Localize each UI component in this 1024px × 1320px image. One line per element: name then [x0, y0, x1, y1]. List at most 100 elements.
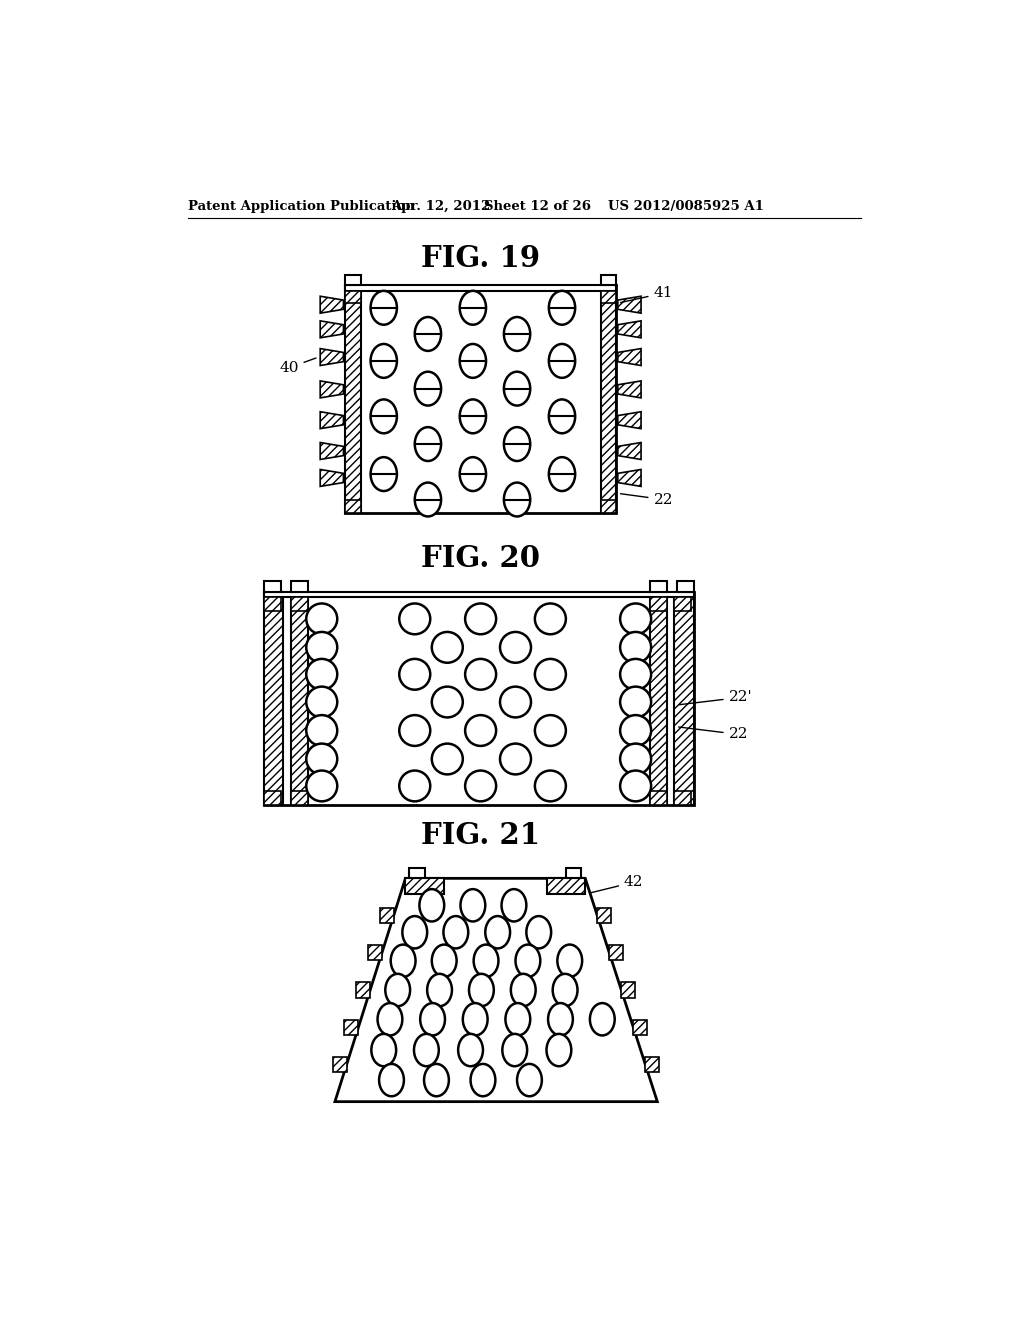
Text: 22: 22	[679, 727, 749, 742]
Ellipse shape	[547, 1034, 571, 1067]
Ellipse shape	[549, 400, 575, 433]
Circle shape	[399, 659, 430, 689]
Ellipse shape	[504, 428, 530, 461]
Ellipse shape	[420, 890, 444, 921]
Circle shape	[432, 743, 463, 775]
Polygon shape	[645, 1057, 659, 1072]
Polygon shape	[321, 381, 343, 397]
Polygon shape	[335, 878, 657, 1102]
Polygon shape	[617, 412, 641, 429]
Circle shape	[465, 603, 496, 635]
Ellipse shape	[460, 290, 486, 325]
Circle shape	[621, 771, 651, 801]
Ellipse shape	[463, 1003, 487, 1035]
Circle shape	[306, 743, 337, 775]
Ellipse shape	[378, 1003, 402, 1035]
Ellipse shape	[590, 1003, 614, 1035]
Polygon shape	[609, 945, 624, 961]
Bar	[345, 275, 360, 285]
Circle shape	[500, 743, 531, 775]
Circle shape	[306, 715, 337, 746]
Polygon shape	[368, 945, 382, 961]
Ellipse shape	[443, 916, 468, 948]
Polygon shape	[622, 982, 635, 998]
Ellipse shape	[415, 317, 441, 351]
Ellipse shape	[471, 1064, 496, 1096]
Ellipse shape	[504, 317, 530, 351]
Bar	[649, 591, 667, 805]
Ellipse shape	[432, 945, 457, 977]
Bar	[263, 591, 693, 805]
Ellipse shape	[371, 400, 397, 433]
Circle shape	[432, 686, 463, 718]
Circle shape	[621, 686, 651, 718]
Bar	[649, 792, 667, 805]
Polygon shape	[321, 442, 343, 459]
Ellipse shape	[402, 916, 427, 948]
Polygon shape	[321, 321, 343, 338]
Ellipse shape	[485, 916, 510, 948]
Bar	[345, 500, 360, 512]
Text: FIG. 21: FIG. 21	[421, 821, 540, 850]
Circle shape	[621, 715, 651, 746]
Polygon shape	[380, 908, 393, 923]
Text: Patent Application Publication: Patent Application Publication	[188, 199, 415, 213]
Polygon shape	[617, 348, 641, 366]
Ellipse shape	[553, 974, 578, 1006]
Circle shape	[399, 603, 430, 635]
Ellipse shape	[557, 945, 583, 977]
Ellipse shape	[460, 345, 486, 378]
Text: Apr. 12, 2012: Apr. 12, 2012	[391, 199, 490, 213]
Bar	[649, 581, 667, 591]
Text: 42: 42	[590, 875, 643, 894]
Ellipse shape	[391, 945, 416, 977]
Bar	[263, 591, 283, 805]
Ellipse shape	[461, 890, 485, 921]
Bar	[601, 500, 616, 512]
Ellipse shape	[371, 290, 397, 325]
Ellipse shape	[420, 1003, 445, 1035]
Polygon shape	[356, 982, 371, 998]
Polygon shape	[321, 348, 343, 366]
Circle shape	[306, 603, 337, 635]
Bar	[677, 581, 693, 591]
Polygon shape	[321, 470, 343, 487]
Polygon shape	[321, 296, 343, 313]
Bar	[601, 290, 616, 304]
Polygon shape	[617, 321, 641, 338]
Bar	[345, 285, 360, 512]
Ellipse shape	[511, 974, 536, 1006]
Ellipse shape	[371, 457, 397, 491]
Text: 40: 40	[280, 358, 316, 375]
Polygon shape	[617, 442, 641, 459]
Ellipse shape	[503, 1034, 527, 1067]
Circle shape	[399, 715, 430, 746]
Ellipse shape	[549, 345, 575, 378]
Text: Sheet 12 of 26: Sheet 12 of 26	[484, 199, 592, 213]
Ellipse shape	[474, 945, 499, 977]
Bar	[291, 581, 308, 591]
Bar	[675, 591, 693, 805]
Ellipse shape	[424, 1064, 449, 1096]
Ellipse shape	[458, 1034, 483, 1067]
Ellipse shape	[515, 945, 541, 977]
Ellipse shape	[415, 372, 441, 405]
Bar	[263, 591, 693, 598]
Ellipse shape	[504, 483, 530, 516]
Ellipse shape	[414, 1034, 438, 1067]
Ellipse shape	[517, 1064, 542, 1096]
Bar	[566, 867, 582, 878]
Bar	[345, 290, 360, 304]
Polygon shape	[617, 296, 641, 313]
Circle shape	[500, 686, 531, 718]
Ellipse shape	[504, 372, 530, 405]
Bar	[345, 285, 616, 290]
Ellipse shape	[372, 1034, 396, 1067]
Polygon shape	[406, 878, 444, 894]
Circle shape	[535, 659, 566, 689]
Bar	[263, 792, 281, 805]
Circle shape	[535, 603, 566, 635]
Bar	[601, 275, 616, 285]
Bar	[345, 285, 616, 512]
Circle shape	[535, 715, 566, 746]
